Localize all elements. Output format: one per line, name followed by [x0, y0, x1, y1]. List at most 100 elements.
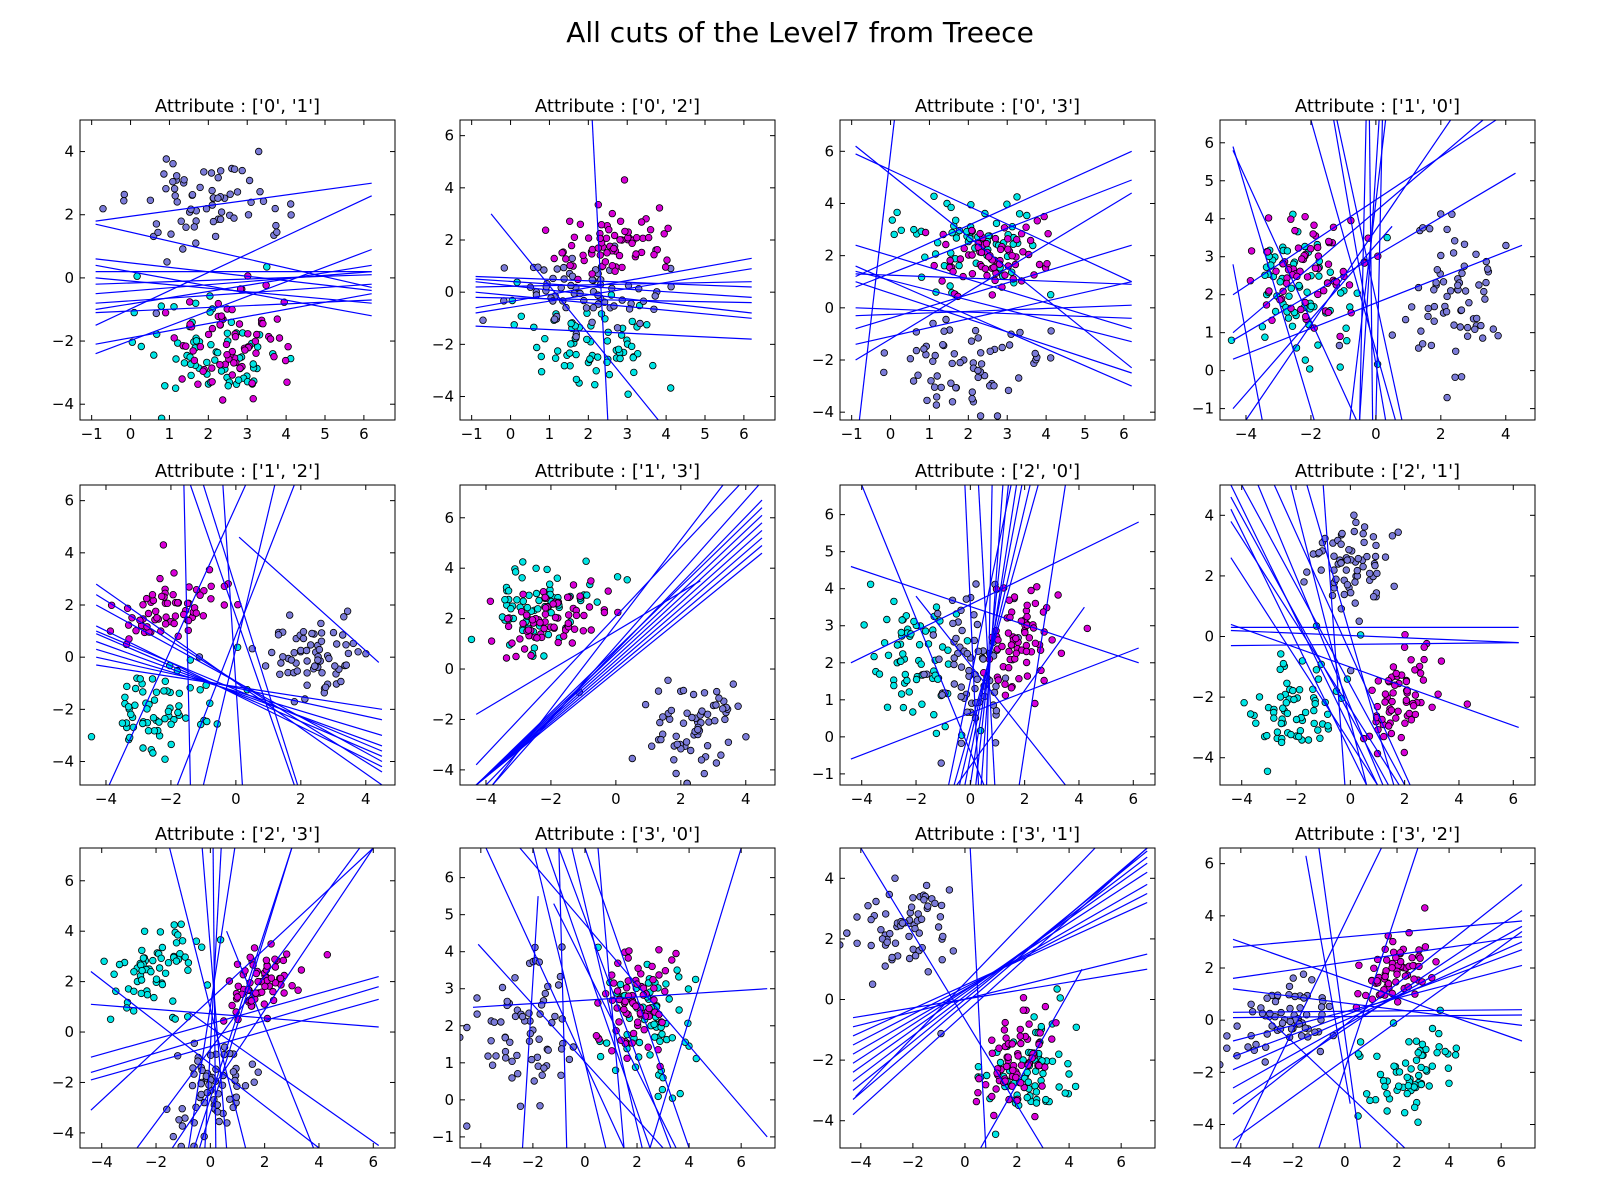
- scatter-point: [867, 915, 875, 924]
- scatter-point: [255, 147, 263, 156]
- scatter-point: [1285, 982, 1294, 991]
- cut-line: [855, 273, 1132, 285]
- x-tick-label: −2: [902, 1153, 924, 1171]
- y-tick-label: −2: [812, 351, 834, 369]
- scatter-point: [1025, 634, 1033, 642]
- scatter-point: [1414, 1049, 1422, 1057]
- x-tick-label: −4: [850, 1153, 872, 1171]
- scatter-point: [1289, 974, 1297, 982]
- scatter-point: [150, 993, 158, 1002]
- scatter-point: [905, 688, 913, 696]
- y-tick-label: 2: [444, 231, 454, 249]
- scatter-point: [615, 1018, 623, 1026]
- cut-line: [649, 848, 742, 1148]
- y-tick-label: 3: [1204, 248, 1214, 266]
- scatter-point: [155, 718, 163, 726]
- cut-line: [855, 304, 1132, 317]
- scatter-point: [1005, 664, 1013, 672]
- scatter-point: [1001, 680, 1009, 688]
- scatter-point: [1004, 629, 1013, 637]
- scatter-point: [287, 200, 295, 208]
- cut-line: [475, 268, 752, 314]
- cut-line: [852, 848, 1148, 1116]
- scatter-point: [1005, 341, 1014, 349]
- subplot-10: −4 −2 0 2 4 6 −4 −2 0 2 4 Attribute : ['3', '1']: [812, 824, 1156, 1171]
- scatter-point: [1004, 386, 1013, 395]
- scatter-point: [1394, 707, 1402, 715]
- x-tick-label: −4: [851, 790, 873, 808]
- scatter-point: [1395, 1068, 1404, 1076]
- x-tick-label: 0: [960, 1153, 970, 1171]
- scatter-point: [620, 176, 629, 184]
- scatter-point: [567, 340, 575, 348]
- scatter-point: [157, 592, 166, 601]
- y-tick-label: 4: [1204, 907, 1214, 925]
- scatter-point: [1263, 994, 1271, 1002]
- scatter-point: [160, 170, 168, 178]
- x-tick-label: 6: [1509, 790, 1519, 808]
- scatter-point: [220, 601, 228, 609]
- scatter-point: [1392, 669, 1400, 678]
- scatter-point: [344, 649, 353, 658]
- scatter-point: [247, 198, 255, 206]
- subplot-4: −4 −2 0 2 4 −4 −2 0 2 4 6 Attribute : ['1', '2']: [52, 461, 396, 808]
- scatter-point: [279, 653, 287, 661]
- scatter-point: [1433, 1048, 1441, 1057]
- scatter-point: [1065, 1070, 1073, 1078]
- scatter-point: [670, 756, 678, 764]
- scatter-point: [315, 645, 324, 654]
- scatter-point: [164, 707, 173, 716]
- cut-line: [475, 281, 752, 314]
- scatter-point: [541, 604, 550, 612]
- scatter-point: [950, 680, 958, 688]
- y-tick-label: −4: [1192, 749, 1214, 767]
- scatter-point: [585, 603, 594, 611]
- scatter-point: [514, 1069, 522, 1078]
- scatter-point: [683, 779, 691, 785]
- x-tick-label: 6: [359, 425, 369, 443]
- x-tick-label: 2: [632, 1153, 642, 1171]
- scatter-point: [53, 690, 60, 697]
- scatter-point: [1343, 581, 1352, 589]
- scatter-point: [557, 1045, 566, 1053]
- scatter-point: [572, 350, 580, 359]
- scatter-point: [988, 1036, 996, 1044]
- scatter-point: [155, 964, 164, 972]
- x-tick-label: 0: [126, 425, 136, 443]
- scatter-point: [511, 974, 519, 982]
- y-tick-label: −4: [1192, 1116, 1214, 1134]
- scatter-point: [1401, 315, 1410, 324]
- cut-line: [171, 848, 374, 1148]
- y-tick-label: 5: [444, 906, 454, 924]
- scatter-point: [882, 910, 890, 918]
- scatter-point: [883, 703, 892, 711]
- scatter-point: [148, 675, 157, 683]
- scatter-point: [624, 954, 632, 962]
- scatter-point: [173, 599, 182, 607]
- scatter-point: [138, 966, 146, 975]
- scatter-point: [628, 754, 636, 763]
- scatter-point: [661, 967, 670, 975]
- y-tick-label: 4: [824, 580, 834, 598]
- scatter-point: [508, 1057, 516, 1065]
- scatter-point: [131, 701, 139, 709]
- scatter-point: [342, 661, 350, 669]
- cut-line: [136, 848, 361, 1148]
- scatter-point: [160, 687, 168, 695]
- y-tick-label: 0: [64, 1023, 74, 1041]
- scatter-point: [920, 896, 928, 904]
- y-tick-label: 1: [444, 1054, 454, 1072]
- scatter-point: [906, 355, 915, 363]
- scatter-point: [172, 957, 181, 965]
- cut-line: [855, 848, 1096, 1097]
- scatter-point: [1223, 1032, 1231, 1040]
- cut-line: [1235, 848, 1382, 1148]
- scatter-point: [241, 346, 249, 354]
- scatter-point: [982, 1080, 990, 1089]
- scatter-point: [130, 968, 138, 976]
- cut-line: [96, 656, 383, 721]
- scatter-point: [584, 234, 593, 242]
- y-tick-label: 2: [64, 206, 74, 224]
- scatter-point: [513, 1051, 521, 1060]
- scatter-point: [922, 881, 931, 890]
